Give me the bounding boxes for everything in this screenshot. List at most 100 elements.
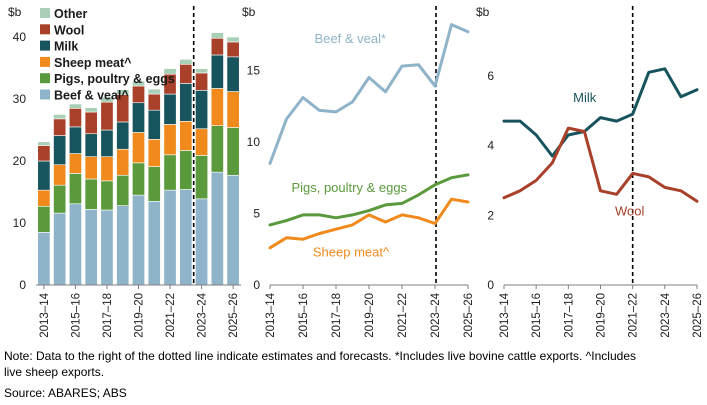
- bar-pigs-poultry-eggs: [37, 205, 51, 233]
- bar-wool: [226, 41, 240, 58]
- bar-other: [37, 141, 51, 146]
- bar-milk: [116, 121, 130, 150]
- bar-sheep-meat: [163, 124, 177, 156]
- bar-wool: [132, 85, 145, 104]
- legend-label-sheep-meat: Sheep meat^: [54, 56, 132, 70]
- bar-beef-veal: [84, 209, 98, 286]
- bar-milk: [147, 109, 161, 140]
- bar-sheep-meat: [195, 128, 209, 156]
- bar-beef-veal: [68, 203, 82, 286]
- legend-swatch-sheep-meat: [40, 56, 50, 67]
- bar-other: [195, 68, 209, 74]
- bar-wool: [68, 108, 82, 128]
- bar-other: [132, 80, 145, 87]
- y-tick-label: 4: [487, 139, 494, 153]
- footnote-line-2: live sheep exports.: [4, 365, 105, 379]
- bar-beef-veal: [53, 212, 67, 286]
- legend-swatch-beef-veal: [40, 89, 50, 100]
- x-tick-label: 2019–20: [364, 293, 376, 338]
- bar-pigs-poultry-eggs: [116, 174, 130, 206]
- x-tick-label: 2017–18: [563, 293, 575, 338]
- bar-sheep-meat: [100, 156, 114, 182]
- series-label-pigs-poultry-eggs: Pigs, poultry & eggs: [291, 180, 407, 195]
- bar-milk: [226, 56, 240, 92]
- bar-milk: [132, 102, 145, 133]
- y-axis-unit-label: $b: [8, 5, 22, 19]
- bar-sheep-meat: [116, 148, 130, 176]
- bar-sheep-meat: [68, 153, 82, 174]
- x-tick-label: 2025–26: [463, 293, 475, 338]
- x-tick-label: 2023–24: [197, 292, 209, 337]
- line-series-wool: [502, 126, 699, 203]
- x-tick-label: 2015–16: [531, 293, 543, 338]
- x-tick-label: 2013–14: [39, 292, 51, 337]
- bar-wool: [53, 118, 67, 136]
- series-label-milk: Milk: [573, 90, 597, 105]
- bar-sheep-meat: [84, 156, 98, 180]
- bar-sheep-meat: [37, 189, 51, 207]
- bar-milk: [37, 160, 51, 191]
- line-series-beef-veal: [268, 23, 470, 165]
- bar-milk: [179, 83, 193, 122]
- footnote-line-1: Note: Data to the right of the dotted li…: [4, 349, 636, 363]
- x-tick-label: 2015–16: [70, 293, 82, 338]
- x-tick-label: 2023–24: [660, 292, 672, 337]
- bar-other: [100, 96, 114, 103]
- line-series-sheep-meat: [268, 197, 470, 250]
- bar-pigs-poultry-eggs: [179, 150, 193, 190]
- bar-other: [116, 89, 130, 95]
- y-tick-label: 0: [19, 278, 26, 292]
- bar-beef-veal: [179, 189, 193, 286]
- bar-pigs-poultry-eggs: [68, 173, 82, 205]
- legend-label-wool: Wool: [54, 23, 84, 37]
- bar-pigs-poultry-eggs: [147, 166, 161, 202]
- bar-wool: [100, 101, 114, 131]
- legend-swatch-pigs-poultry-eggs: [40, 73, 50, 84]
- x-tick-label: 2023–24: [430, 292, 442, 337]
- x-tick-label: 2013–14: [499, 292, 511, 337]
- bar-other: [210, 32, 224, 39]
- legend-label-other: Other: [54, 7, 87, 21]
- bar-wool: [84, 111, 98, 135]
- source-text: Source: ABARES; ABS: [4, 386, 127, 400]
- bar-pigs-poultry-eggs: [195, 155, 209, 200]
- bar-sheep-meat: [226, 91, 240, 128]
- x-tick-label: 2017–18: [102, 293, 114, 338]
- bar-wool: [195, 72, 209, 91]
- bar-pigs-poultry-eggs: [226, 127, 240, 176]
- line-series-milk: [502, 67, 699, 158]
- bar-sheep-meat: [147, 139, 161, 167]
- bar-sheep-meat: [53, 164, 67, 186]
- bar-other: [147, 88, 161, 95]
- legend-swatch-milk: [40, 40, 50, 51]
- y-tick-label: 5: [253, 206, 260, 220]
- bar-beef-veal: [116, 205, 130, 286]
- series-label-sheep-meat: Sheep meat^: [313, 244, 390, 259]
- x-tick-label: 2025–26: [692, 293, 704, 338]
- bar-beef-veal: [132, 194, 145, 286]
- y-axis-unit-label: $b: [476, 5, 490, 19]
- bar-pigs-poultry-eggs: [53, 184, 67, 214]
- y-tick-label: 40: [13, 30, 27, 44]
- bar-other: [179, 59, 193, 65]
- x-tick-label: 2017–18: [331, 293, 343, 338]
- bar-milk: [84, 133, 98, 157]
- bar-milk: [100, 129, 114, 157]
- x-tick-label: 2025–26: [228, 293, 240, 338]
- bar-beef-veal: [37, 232, 51, 286]
- bar-pigs-poultry-eggs: [132, 162, 145, 196]
- legend-swatch-other: [40, 8, 50, 18]
- y-tick-label: 0: [253, 278, 260, 292]
- bar-beef-veal: [195, 198, 209, 286]
- bar-other: [163, 68, 177, 75]
- bar-other: [84, 107, 98, 113]
- y-tick-label: 0: [487, 278, 494, 292]
- bar-pigs-poultry-eggs: [100, 180, 114, 211]
- y-tick-label: 30: [13, 92, 27, 106]
- legend-label-pigs-poultry-eggs: Pigs, poultry & eggs: [54, 72, 175, 86]
- bar-beef-veal: [226, 174, 240, 286]
- line-series-pigs-poultry-eggs: [268, 173, 470, 227]
- bar-milk: [68, 126, 82, 154]
- bar-milk: [53, 135, 67, 166]
